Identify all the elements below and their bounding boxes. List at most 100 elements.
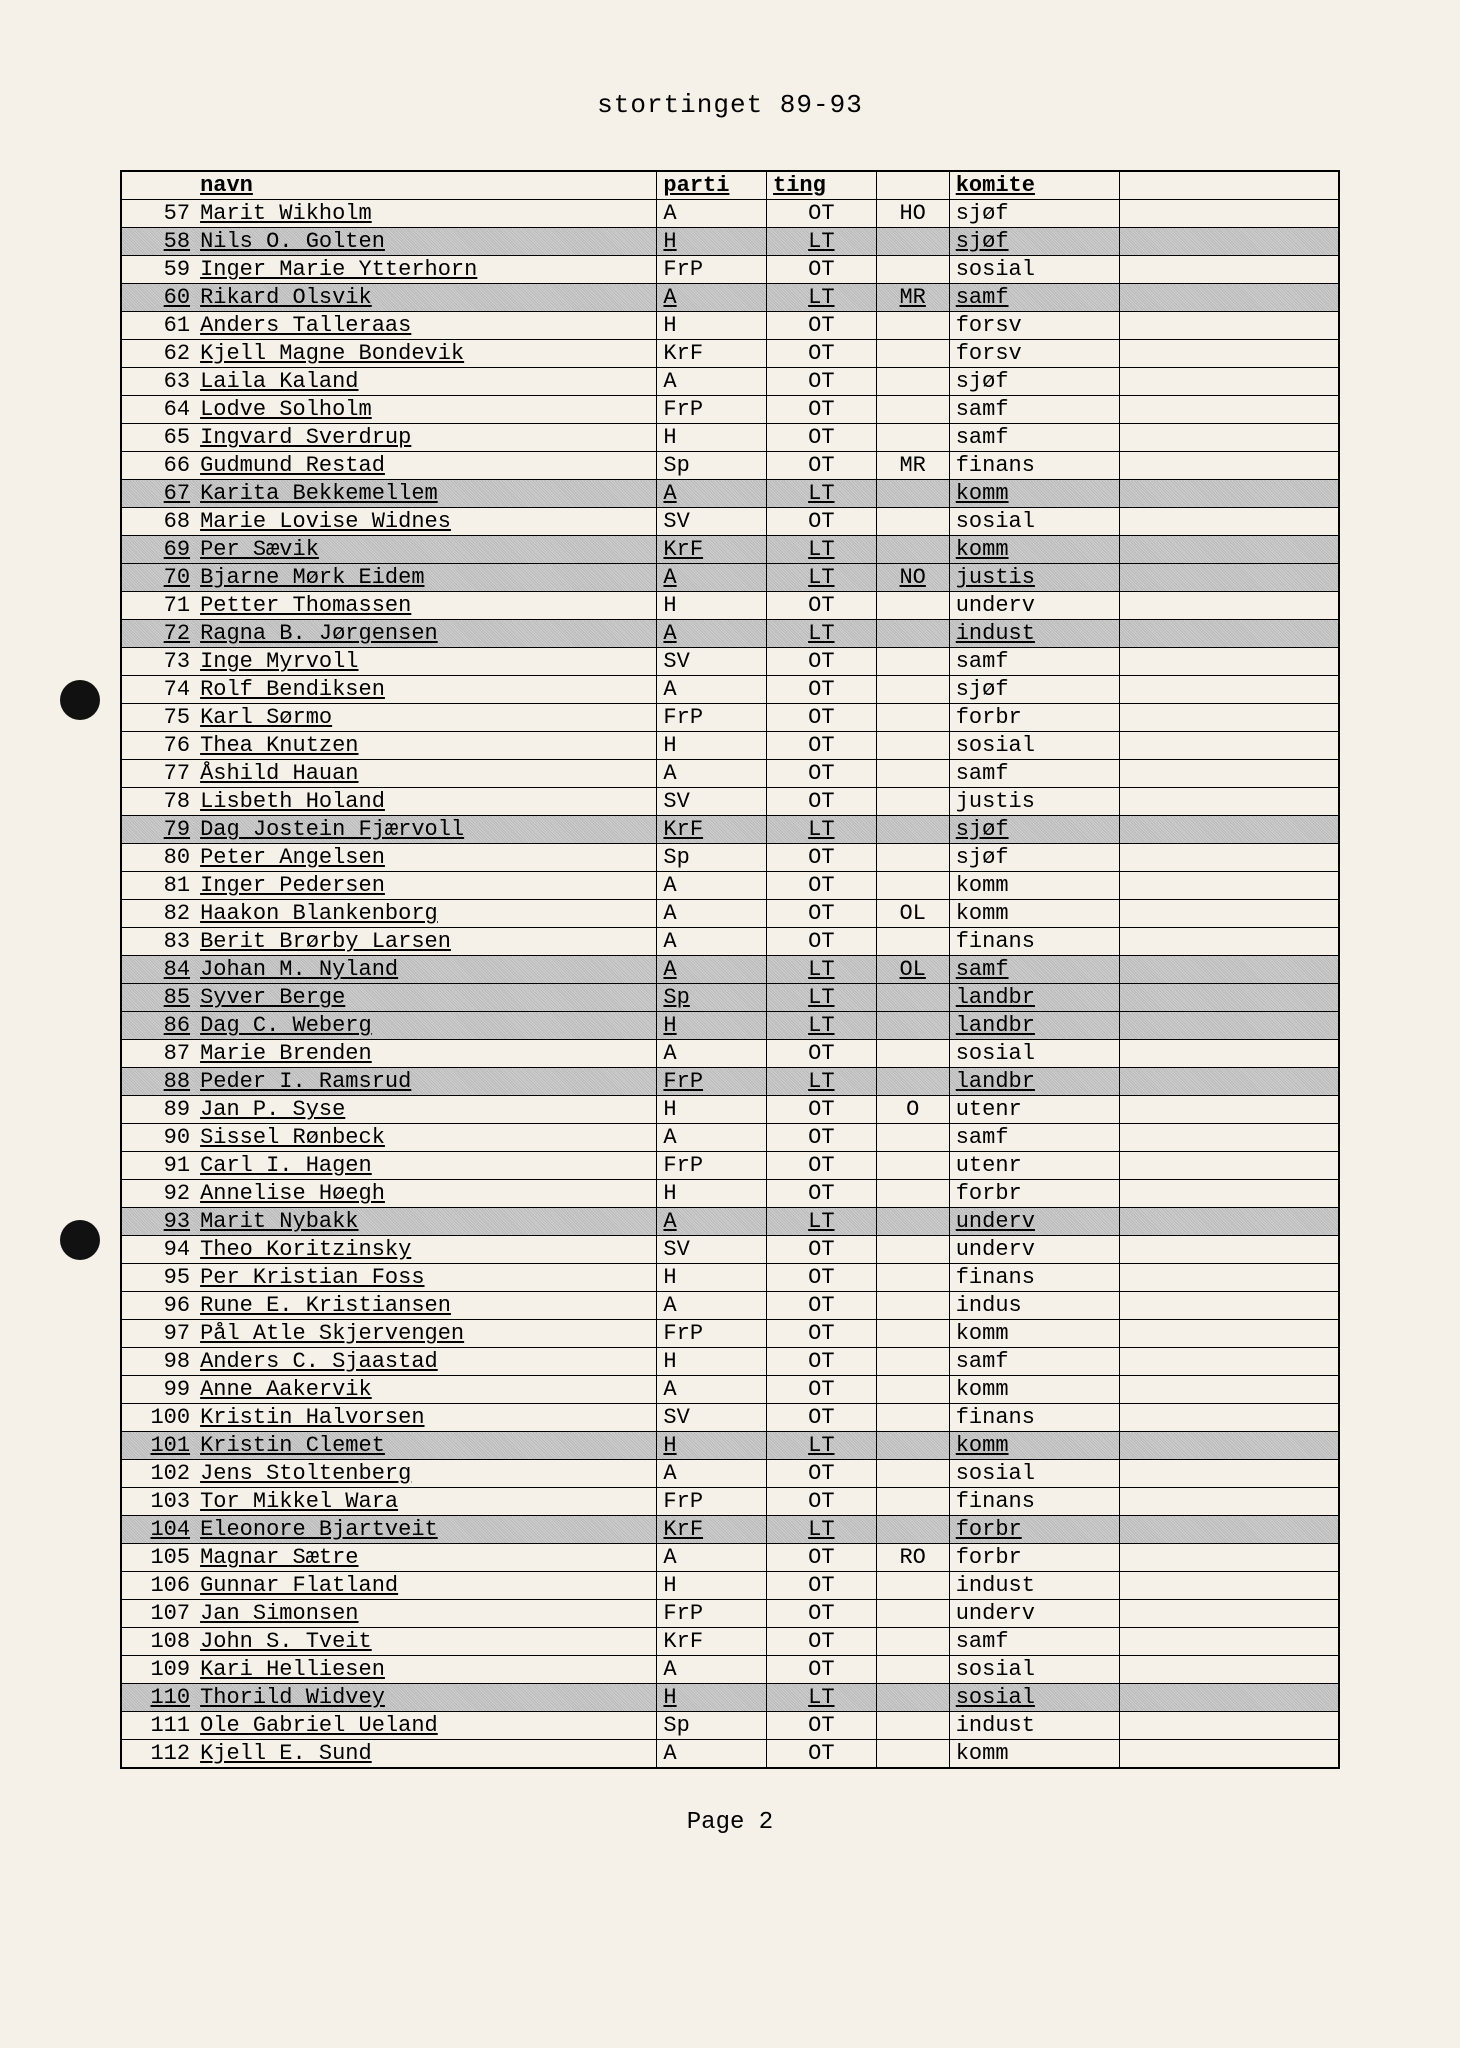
table-row: 107Jan SimonsenFrPOTunderv [121,1600,1339,1628]
cell-ting: OT [767,928,877,956]
cell-parti: SV [657,1404,767,1432]
cell-parti: FrP [657,256,767,284]
cell-komite: forbr [949,1544,1120,1572]
cell-ting: OT [767,760,877,788]
table-row: 106Gunnar FlatlandHOTindust [121,1572,1339,1600]
cell-reg [876,368,949,396]
cell-ting: OT [767,788,877,816]
cell-navn: Jan Simonsen [194,1600,657,1628]
cell-num: 102 [121,1460,194,1488]
cell-parti: SV [657,648,767,676]
table-row: 102Jens StoltenbergAOTsosial [121,1460,1339,1488]
cell-navn: Thea Knutzen [194,732,657,760]
cell-navn: Karita Bekkemellem [194,480,657,508]
cell-reg [876,1264,949,1292]
cell-navn: Per Sævik [194,536,657,564]
cell-ting: OT [767,200,877,228]
cell-ting: LT [767,984,877,1012]
cell-blank [1120,508,1339,536]
cell-num: 72 [121,620,194,648]
cell-parti: A [657,1460,767,1488]
cell-komite: forbr [949,1180,1120,1208]
cell-parti: A [657,1124,767,1152]
cell-ting: LT [767,1432,877,1460]
cell-num: 108 [121,1628,194,1656]
table-row: 94Theo KoritzinskySVOTunderv [121,1236,1339,1264]
cell-num: 97 [121,1320,194,1348]
cell-blank [1120,1460,1339,1488]
cell-navn: Carl I. Hagen [194,1152,657,1180]
cell-num: 111 [121,1712,194,1740]
cell-komite: finans [949,452,1120,480]
cell-ting: OT [767,1544,877,1572]
cell-navn: Marie Lovise Widnes [194,508,657,536]
cell-blank [1120,1572,1339,1600]
cell-parti: Sp [657,844,767,872]
table-row: 63Laila KalandAOTsjøf [121,368,1339,396]
cell-komite: indust [949,1712,1120,1740]
cell-num: 88 [121,1068,194,1096]
cell-komite: underv [949,592,1120,620]
cell-komite: finans [949,1404,1120,1432]
cell-komite: komm [949,1320,1120,1348]
cell-navn: Anders C. Sjaastad [194,1348,657,1376]
col-header-reg [876,171,949,200]
cell-num: 60 [121,284,194,312]
cell-navn: Bjarne Mørk Eidem [194,564,657,592]
table-row: 75Karl SørmoFrPOTforbr [121,704,1339,732]
col-header-parti: parti [657,171,767,200]
cell-navn: Laila Kaland [194,368,657,396]
table-row: 76Thea KnutzenHOTsosial [121,732,1339,760]
cell-num: 85 [121,984,194,1012]
cell-num: 82 [121,900,194,928]
cell-navn: Johan M. Nyland [194,956,657,984]
cell-blank [1120,844,1339,872]
cell-komite: finans [949,1264,1120,1292]
cell-reg [876,256,949,284]
page-footer: Page 2 [120,1809,1340,1836]
cell-reg [876,312,949,340]
cell-num: 77 [121,760,194,788]
cell-navn: Inger Marie Ytterhorn [194,256,657,284]
cell-komite: forsv [949,340,1120,368]
cell-blank [1120,1124,1339,1152]
table-row: 80Peter AngelsenSpOTsjøf [121,844,1339,872]
table-row: 96Rune E. KristiansenAOTindus [121,1292,1339,1320]
cell-komite: samf [949,648,1120,676]
table-row: 97Pål Atle SkjervengenFrPOTkomm [121,1320,1339,1348]
table-row: 60Rikard OlsvikALTMRsamf [121,284,1339,312]
cell-parti: Sp [657,984,767,1012]
cell-ting: LT [767,564,877,592]
cell-blank [1120,956,1339,984]
cell-blank [1120,592,1339,620]
cell-reg [876,1712,949,1740]
cell-blank [1120,1712,1339,1740]
cell-ting: OT [767,1460,877,1488]
cell-reg [876,508,949,536]
cell-ting: OT [767,1600,877,1628]
cell-reg [876,1068,949,1096]
cell-reg: OL [876,900,949,928]
cell-komite: forbr [949,704,1120,732]
cell-blank [1120,312,1339,340]
cell-ting: OT [767,424,877,452]
cell-blank [1120,1348,1339,1376]
cell-parti: FrP [657,1320,767,1348]
cell-num: 75 [121,704,194,732]
cell-reg [876,844,949,872]
cell-num: 74 [121,676,194,704]
cell-parti: SV [657,788,767,816]
cell-blank [1120,788,1339,816]
cell-blank [1120,1096,1339,1124]
cell-ting: OT [767,844,877,872]
cell-navn: Kari Helliesen [194,1656,657,1684]
cell-num: 110 [121,1684,194,1712]
cell-num: 80 [121,844,194,872]
cell-komite: justis [949,564,1120,592]
cell-num: 89 [121,1096,194,1124]
cell-parti: A [657,1656,767,1684]
cell-navn: Annelise Høegh [194,1180,657,1208]
cell-komite: sosial [949,256,1120,284]
cell-komite: sjøf [949,368,1120,396]
cell-num: 101 [121,1432,194,1460]
